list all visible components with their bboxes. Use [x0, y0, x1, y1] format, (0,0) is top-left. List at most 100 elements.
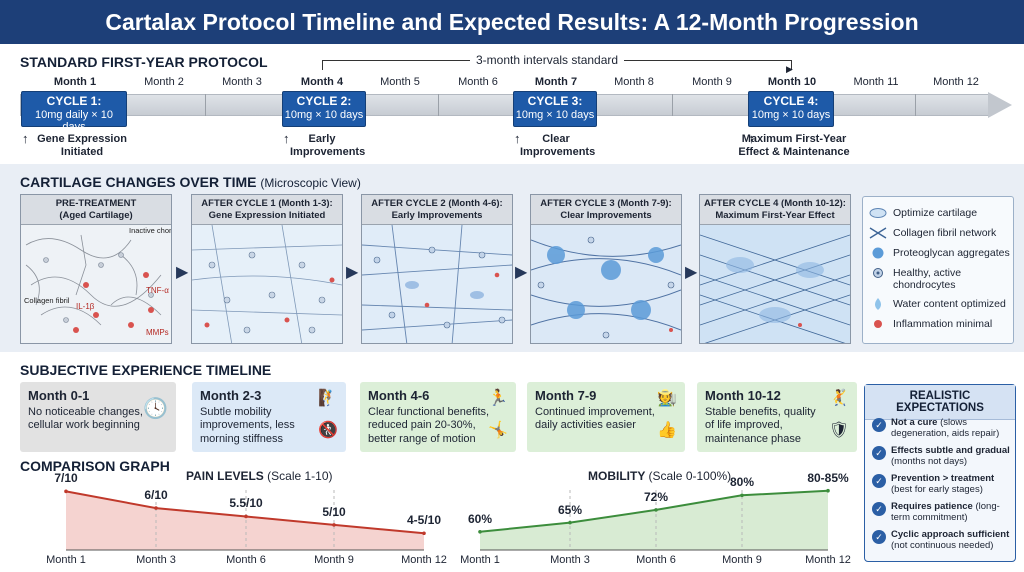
expectation-rest: (best for early stages): [891, 484, 983, 496]
gardening-icon: 🧑‍🌾: [657, 390, 677, 407]
expectation-item: ✓ Cyclic approach sufficient (not contin…: [872, 529, 1015, 552]
realistic-expectations-box: REALISTIC EXPECTATIONS ✓ Not a cure (slo…: [864, 384, 1016, 562]
chart-area-fill: [480, 490, 828, 550]
chart-point: [422, 531, 426, 536]
cycle-title: CYCLE 1:: [46, 94, 102, 108]
chart-value-label: 65%: [557, 502, 583, 517]
check-icon: ✓: [872, 418, 886, 432]
subjective-card: Month 4-6 Clear functional benefits, red…: [360, 382, 516, 452]
check-icon: ✓: [872, 502, 886, 516]
chart-area-fill: [66, 491, 424, 550]
cycle-2-box: CYCLE 2: 10mg × 10 days: [282, 91, 366, 127]
cycle-2-note: Early Improvements: [290, 133, 366, 159]
mmp-label: MMPs: [146, 328, 169, 337]
motion-icon: 🤸: [488, 422, 508, 439]
page-title: Cartalax Protocol Timeline and Expected …: [0, 0, 1024, 44]
legend-label: Healthy, active chondrocytes: [893, 267, 962, 291]
panel-title: AFTER CYCLE 4 (Month 10-12):: [704, 198, 846, 209]
clock-icon: 🕓: [143, 398, 168, 420]
legend-item: Inflammation minimal: [869, 318, 992, 330]
month-label: Month 9: [692, 76, 732, 88]
pain-title-text: PAIN LEVELS: [186, 469, 264, 483]
chart-value-label: 4-5/10: [406, 513, 442, 528]
water-drop-icon: [875, 298, 881, 310]
cartilage-panel-cycle3: AFTER CYCLE 3 (Month 7-9): Clear Improve…: [530, 194, 682, 344]
legend-item: Optimize cartilage: [869, 207, 977, 219]
cycle2-cartilage-illustration: [362, 225, 512, 343]
panel-subtitle: Clear Improvements: [560, 209, 652, 221]
cycle-3-note: Clear Improvements: [520, 133, 596, 159]
chart-point: [654, 508, 658, 512]
shield-icon: 🛡: [828, 422, 849, 439]
chart-value-label: 6/10: [144, 488, 168, 503]
card-desc: Clear functional benefits, reduced pain …: [368, 406, 490, 445]
chart-point: [478, 529, 482, 534]
expectation-rest: (not continuous needed): [891, 540, 994, 552]
panel-title: AFTER CYCLE 3 (Month 7-9):: [540, 198, 672, 209]
panel-header: AFTER CYCLE 2 (Month 4-6): Early Improve…: [362, 195, 512, 225]
chart-tick-label: Month 6: [226, 554, 266, 566]
mobility-chart: [478, 488, 830, 551]
cycle-dose: 10mg × 10 days: [515, 108, 595, 121]
chart-point: [64, 489, 68, 494]
cycle-1-box: CYCLE 1: 10mg daily × 10 days: [21, 91, 127, 133]
chart-tick-label: Month 3: [136, 554, 176, 566]
chart-tick-label: Month 12: [401, 554, 447, 566]
aged-cartilage-illustration: Inactive chondrocytes Collagen fibril IL…: [21, 225, 172, 343]
no-stiffness-icon: 🚷: [318, 422, 338, 439]
cycle4-cartilage-illustration: [700, 225, 850, 343]
timeline-arrow-icon: [988, 92, 1012, 118]
progress-arrow-icon: ▶: [176, 264, 189, 281]
chart-value-label: 80%: [729, 475, 755, 490]
chart-tick-label: Month 3: [550, 554, 590, 566]
panel-subtitle: Early Improvements: [391, 209, 483, 221]
thumbs-up-icon: 👍: [657, 422, 677, 439]
timeline-tick: [205, 94, 206, 116]
legend-item: Water content optimized: [869, 298, 1006, 310]
subjective-card: Month 10-12 Stable benefits, quality of …: [697, 382, 857, 452]
card-months: Month 7-9: [535, 388, 597, 403]
cycle-4-box: CYCLE 4: 10mg × 10 days: [748, 91, 834, 127]
chart-point: [740, 493, 744, 498]
month-label: Month 12: [933, 76, 979, 88]
card-desc: Stable benefits, quality of life improve…: [705, 406, 816, 445]
inactive-label: Inactive chondrocytes: [129, 226, 172, 235]
chart-tick-label: Month 9: [722, 554, 762, 566]
panel-title: AFTER CYCLE 1 (Month 1-3):: [201, 198, 333, 209]
cycle-1-note: Gene Expression Initiated: [37, 133, 127, 159]
expectations-heading: REALISTIC EXPECTATIONS: [865, 385, 1015, 420]
chart-tick-label: Month 1: [46, 554, 86, 566]
cycle-dose: 10mg daily × 10 days: [35, 108, 113, 134]
progress-arrow-icon: ▶: [346, 264, 359, 281]
chart-value-label: 72%: [643, 489, 669, 504]
interval-arrow-icon: ▶: [786, 64, 793, 74]
collagen-label: Collagen fibril: [24, 296, 70, 305]
expectation-bold: Effects subtle and gradual: [891, 445, 1010, 456]
legend-label: Optimize cartilage: [893, 207, 978, 219]
card-months: Month 2-3: [200, 388, 262, 403]
month-label: Month 4: [300, 76, 344, 88]
chart-tick-label: Month 1: [460, 554, 500, 566]
legend-label: Proteoglycan aggregates: [893, 247, 1010, 259]
card-desc: Continued improvement, daily activities …: [535, 406, 655, 432]
month-label: Month 10: [767, 76, 817, 88]
chart-value-label: 7/10: [54, 471, 78, 486]
chart-value-label: 80-85%: [807, 470, 849, 485]
inflammation-dot-icon: [874, 320, 882, 328]
expectation-bold: Requires patience: [891, 501, 973, 512]
card-desc: No noticeable changes, cellular work beg…: [28, 406, 143, 432]
month-label: Month 7: [534, 76, 578, 88]
protocol-heading: STANDARD FIRST-YEAR PROTOCOL: [20, 54, 268, 70]
progress-arrow-icon: ▶: [685, 264, 698, 281]
month-label: Month 8: [614, 76, 654, 88]
check-icon: ✓: [872, 530, 886, 544]
up-arrow-icon: ↑: [283, 131, 290, 146]
tnf-label: TNF-α: [146, 286, 169, 295]
up-arrow-icon: ↑: [748, 131, 755, 146]
pain-chart: [64, 489, 426, 551]
card-desc: Subtle mobility improvements, less morni…: [200, 406, 295, 445]
il-label: IL-1β: [76, 302, 95, 311]
chart-tick-label: Month 6: [636, 554, 676, 566]
pain-chart-title: PAIN LEVELS (Scale 1-10): [186, 469, 333, 483]
expectation-bold: Prevention > treatment: [891, 473, 995, 484]
